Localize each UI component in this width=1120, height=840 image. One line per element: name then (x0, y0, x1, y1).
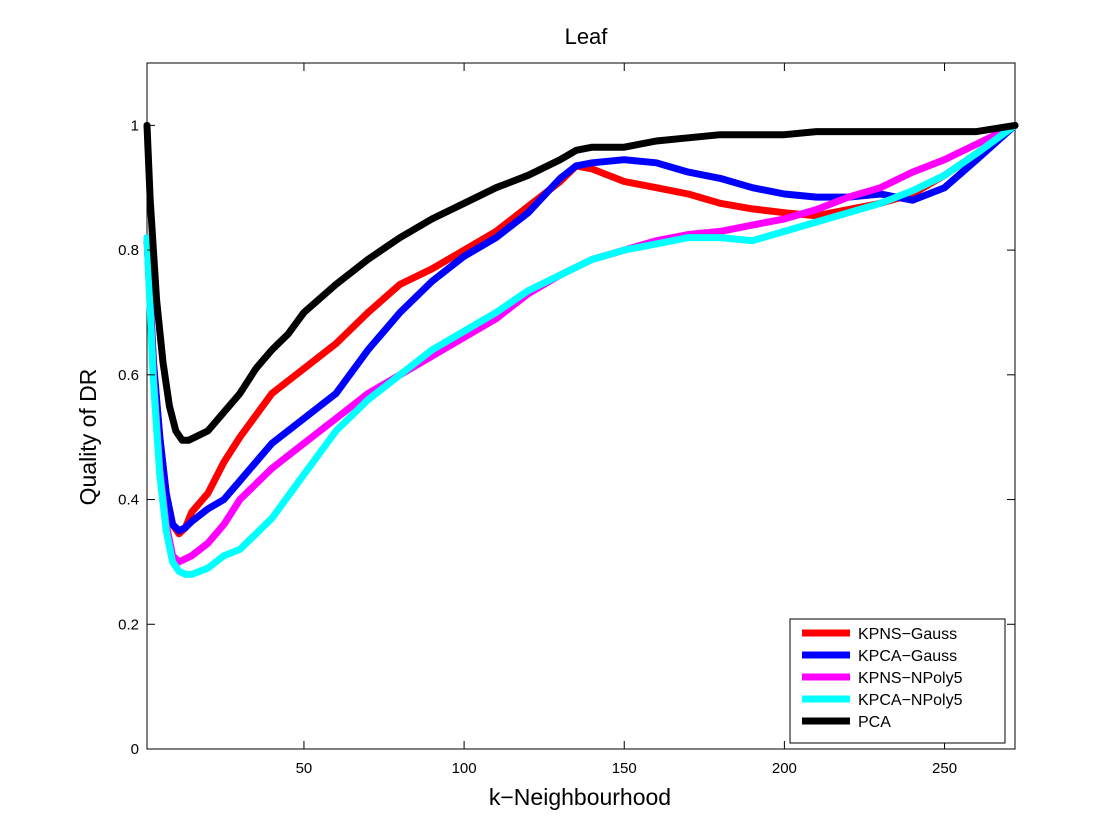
legend-label: KPNS−Gauss (858, 626, 957, 643)
y-tick-label: 0 (131, 741, 139, 758)
legend: KPNS−Gauss KPCA−Gauss KPNS−NPoly5 KPCA−NPol… (789, 618, 1006, 744)
series-line (143, 121, 1019, 444)
series-line (143, 121, 1019, 578)
legend-label: KPNS−NPoly5 (858, 670, 963, 687)
series-layer (143, 121, 1019, 578)
x-tick-label: 100 (452, 760, 477, 777)
x-tick-label: 200 (772, 760, 797, 777)
x-axis-title: k−Neighbourhood (489, 784, 671, 810)
y-axis-title: Quality of DR (75, 369, 101, 506)
chart-title: Leaf (565, 24, 609, 49)
y-tick-label: 0.6 (118, 367, 139, 384)
plot-frame (146, 62, 1016, 750)
x-tick-label: 150 (612, 760, 637, 777)
series-line (143, 121, 1019, 535)
x-tick-label: 250 (932, 760, 957, 777)
y-tick-label: 0.4 (118, 492, 139, 509)
y-tick-label: 1 (131, 117, 139, 134)
x-tick-label: 50 (296, 760, 313, 777)
series-line (143, 121, 1019, 566)
legend-label: KPCA−NPoly5 (858, 692, 963, 709)
y-tick-label: 0.2 (118, 616, 139, 633)
plot-area: 50 100 150 200 250 0 0.2 0.4 0.6 0.8 1 (118, 62, 1019, 777)
y-tick-label: 0.8 (118, 242, 139, 259)
legend-label: PCA (858, 714, 891, 731)
legend-label: KPCA−Gauss (858, 648, 957, 665)
tick-layer: 50 100 150 200 250 0 0.2 0.4 0.6 0.8 1 (118, 63, 1015, 777)
